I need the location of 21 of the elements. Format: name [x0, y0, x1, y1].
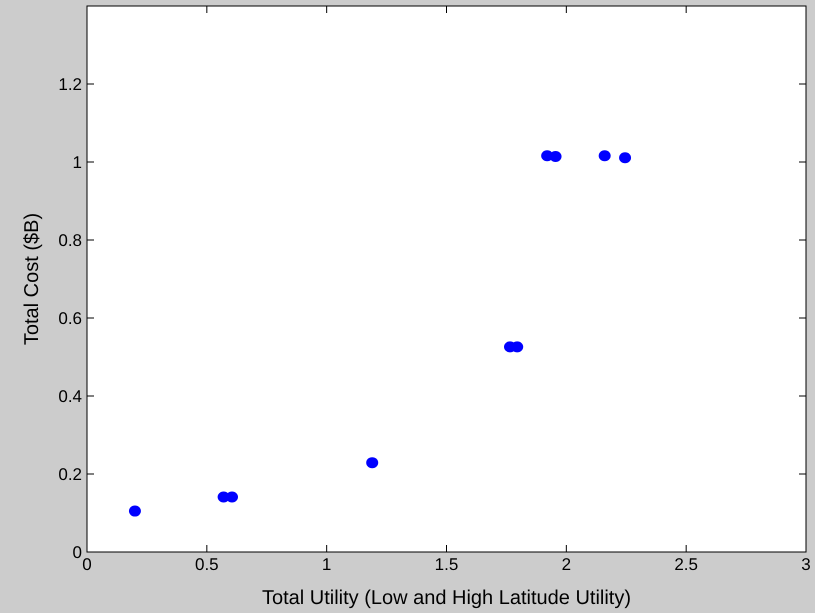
- x-tick-label: 0.5: [195, 555, 219, 574]
- x-axis-title: Total Utility (Low and High Latitude Utility): [262, 587, 632, 609]
- point: [598, 150, 611, 162]
- point: [226, 492, 238, 503]
- x-tick-label: 2: [562, 555, 572, 574]
- y-tick-label: 0.6: [58, 309, 82, 328]
- point: [366, 457, 378, 468]
- point: [550, 151, 562, 162]
- point: [128, 506, 141, 517]
- x-tick-label: 2.5: [674, 555, 698, 574]
- y-tick-label: 1.2: [58, 75, 82, 94]
- x-tick-label: 1.5: [434, 555, 458, 574]
- y-tick-label: 0.4: [58, 387, 82, 406]
- y-axis-title: Total Cost ($B): [21, 212, 43, 346]
- x-tick-label: 1: [322, 555, 332, 574]
- y-tick-label: 1: [72, 153, 82, 172]
- x-tick-label: 3: [801, 555, 811, 574]
- y-tick-label: 0: [72, 543, 82, 562]
- y-tick-label: 0.8: [58, 231, 82, 250]
- point: [619, 152, 632, 164]
- y-tick-label: 0.2: [58, 465, 82, 484]
